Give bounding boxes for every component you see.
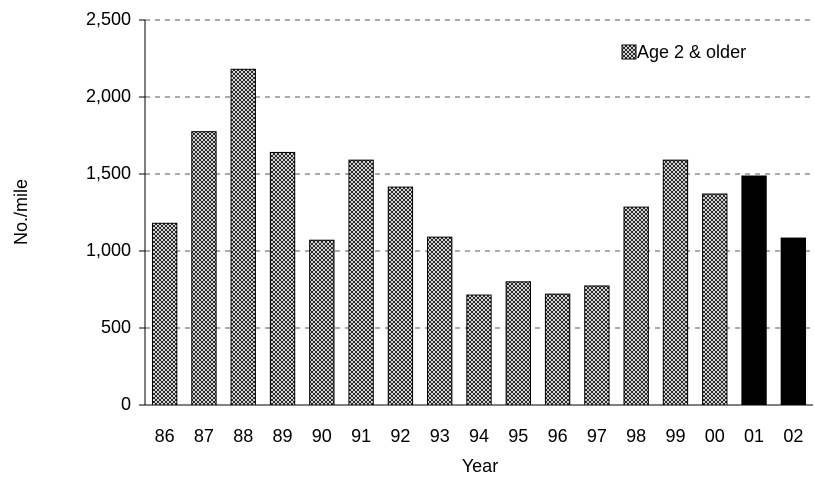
x-tick-label: 89 bbox=[273, 426, 293, 446]
y-tick-label: 1,000 bbox=[86, 240, 131, 260]
bar bbox=[505, 281, 531, 406]
bar bbox=[662, 159, 689, 406]
x-tick-label: 90 bbox=[312, 426, 332, 446]
bar bbox=[584, 285, 610, 406]
x-tick-label: 98 bbox=[626, 426, 646, 446]
x-tick-label: 02 bbox=[783, 426, 803, 446]
legend-swatch bbox=[621, 44, 637, 60]
x-axis-label: Year bbox=[462, 456, 498, 476]
x-tick-label: 91 bbox=[351, 426, 371, 446]
y-tick-label: 2,000 bbox=[86, 86, 131, 106]
x-tick-label: 96 bbox=[548, 426, 568, 446]
x-tick-label: 87 bbox=[194, 426, 214, 446]
y-tick-label: 2,500 bbox=[86, 9, 131, 29]
legend-label: Age 2 & older bbox=[637, 42, 746, 62]
x-tick-label: 95 bbox=[508, 426, 528, 446]
bar bbox=[269, 151, 296, 406]
bar bbox=[191, 131, 217, 406]
bar bbox=[348, 159, 374, 406]
x-tick-label: 94 bbox=[469, 426, 489, 446]
bar bbox=[387, 186, 414, 406]
x-tick-label: 97 bbox=[587, 426, 607, 446]
bar bbox=[623, 206, 649, 406]
bar bbox=[780, 237, 807, 406]
bar bbox=[230, 68, 256, 406]
y-tick-label: 0 bbox=[121, 394, 131, 414]
y-tick-label: 500 bbox=[101, 317, 131, 337]
x-tick-label: 93 bbox=[430, 426, 450, 446]
y-axis-label: No./mile bbox=[11, 179, 31, 245]
bar bbox=[466, 294, 492, 406]
x-tick-label: 01 bbox=[744, 426, 764, 446]
x-tick-label: 88 bbox=[233, 426, 253, 446]
bar bbox=[544, 293, 571, 406]
bar bbox=[151, 222, 178, 406]
x-tick-label: 92 bbox=[390, 426, 410, 446]
bar bbox=[741, 175, 767, 406]
bar bbox=[427, 236, 453, 406]
x-tick-label: 86 bbox=[155, 426, 175, 446]
bar bbox=[309, 239, 335, 406]
bar bbox=[702, 193, 728, 406]
x-tick-label: 00 bbox=[705, 426, 725, 446]
y-tick-label: 1,500 bbox=[86, 163, 131, 183]
x-tick-label: 99 bbox=[665, 426, 685, 446]
